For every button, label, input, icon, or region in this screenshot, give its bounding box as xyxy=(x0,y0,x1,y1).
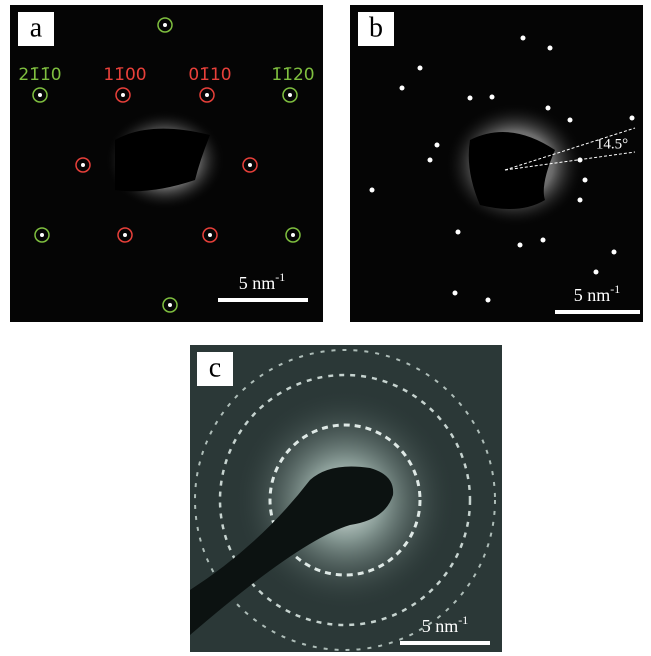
beam-stop xyxy=(469,132,555,209)
spot xyxy=(205,93,209,97)
angle-label: 14.5° xyxy=(596,136,628,152)
spot xyxy=(546,106,551,111)
spot xyxy=(121,93,125,97)
spot xyxy=(168,303,172,307)
spot xyxy=(630,116,635,121)
spot xyxy=(40,233,44,237)
miller-index: 1̄1̄20 xyxy=(271,65,314,85)
spot xyxy=(123,233,127,237)
miller-index: 01̄10 xyxy=(188,65,231,85)
spot xyxy=(435,143,440,148)
page: a 21̄1̄011̄0001̄101̄1̄20 5 nm-1 b 14.5° … xyxy=(0,0,651,656)
spot xyxy=(578,198,583,203)
panel-label: c xyxy=(209,352,221,383)
spot xyxy=(578,158,583,163)
panel-b: b 14.5° 5 nm-1 xyxy=(350,5,643,322)
spot xyxy=(38,93,42,97)
spot xyxy=(418,66,423,71)
spot xyxy=(291,233,295,237)
panel-c: c 5 nm-1 xyxy=(190,345,502,652)
miller-index: 21̄1̄0 xyxy=(18,65,61,85)
spot xyxy=(248,163,252,167)
spot xyxy=(518,243,523,248)
spot xyxy=(428,158,433,163)
spot xyxy=(548,46,553,51)
spot xyxy=(208,233,212,237)
spot xyxy=(468,96,473,101)
spot xyxy=(612,250,617,255)
spot xyxy=(521,36,526,41)
panel-label: a xyxy=(30,12,43,43)
spot xyxy=(541,238,546,243)
spot xyxy=(81,163,85,167)
spot xyxy=(453,291,458,296)
spot xyxy=(288,93,292,97)
miller-index: 11̄00 xyxy=(103,65,146,85)
spot xyxy=(568,118,573,123)
spot xyxy=(583,178,588,183)
spot xyxy=(370,188,375,193)
panel-label: b xyxy=(369,12,383,43)
spot xyxy=(456,230,461,235)
figure: a 21̄1̄011̄0001̄101̄1̄20 5 nm-1 b 14.5° … xyxy=(0,0,651,656)
spot xyxy=(490,95,495,100)
spot xyxy=(486,298,491,303)
spot xyxy=(400,86,405,91)
spot xyxy=(594,270,599,275)
spot xyxy=(163,23,167,27)
